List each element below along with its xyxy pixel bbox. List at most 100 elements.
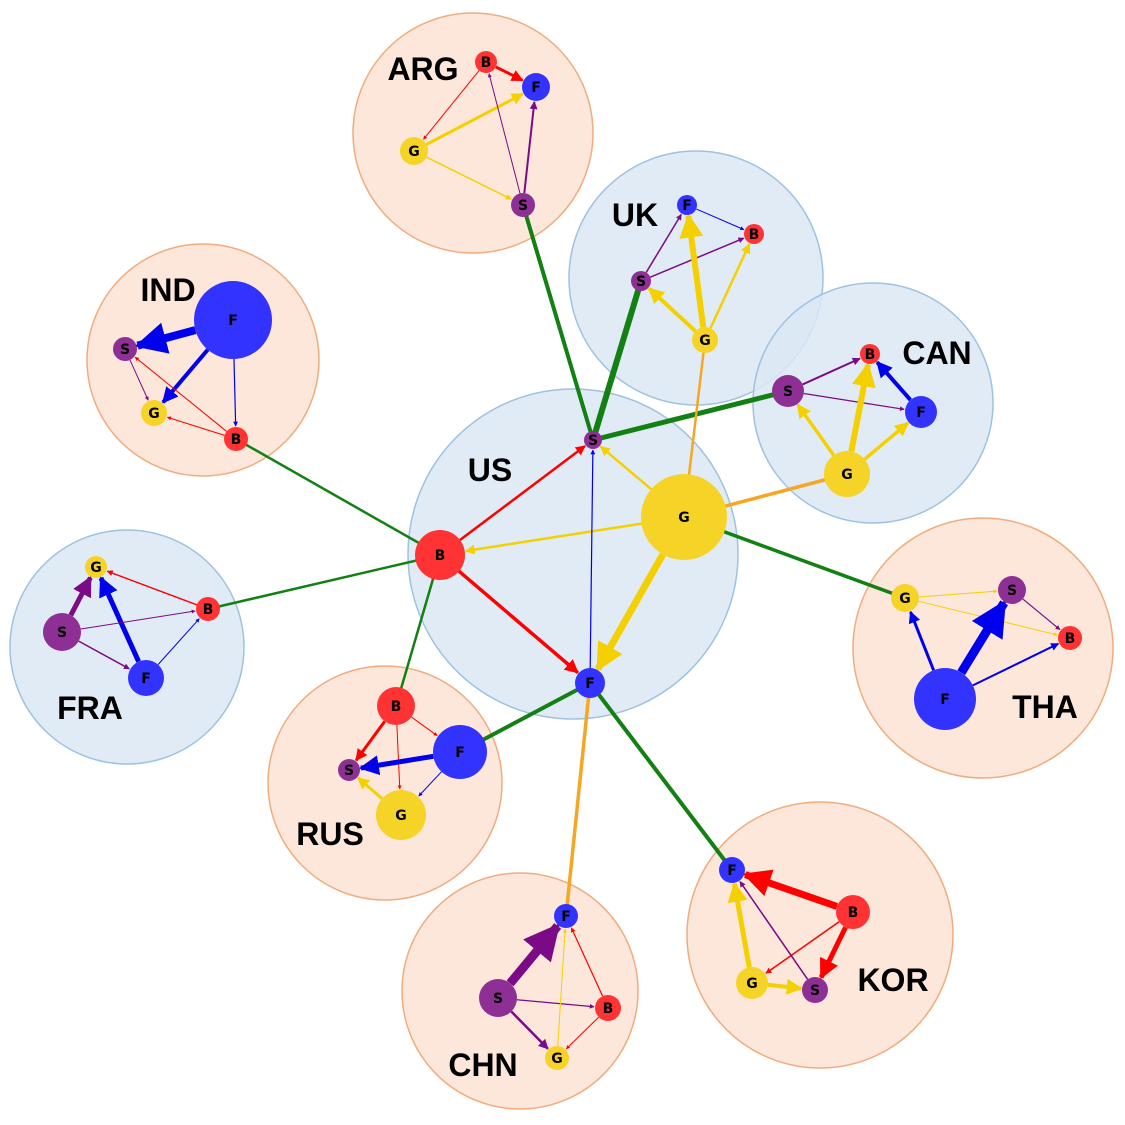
country-label-chn: CHN xyxy=(448,1047,517,1083)
node-letter: S xyxy=(636,274,646,290)
nodes: B S F G B F G S F B S G B S F G F S G B G S B F G S B F B F S G F S B G F B G S xyxy=(43,51,1082,1070)
node-letter: G xyxy=(90,560,102,576)
edge-chn-b-to-f xyxy=(570,927,604,997)
edge-arg-g-to-f xyxy=(425,92,524,146)
country-group-can xyxy=(752,282,994,524)
node-arg-f: F xyxy=(522,73,550,101)
node-circle xyxy=(128,660,164,696)
node-letter: S xyxy=(588,433,598,449)
node-kor-b: B xyxy=(836,895,870,929)
node-ind-s: S xyxy=(113,337,137,361)
edge-us-f-to-s xyxy=(589,449,596,669)
node-letter: G xyxy=(746,976,758,992)
node-circle xyxy=(400,137,428,165)
node-circle xyxy=(575,668,605,698)
edge-arg-s-to-b xyxy=(487,73,521,194)
link-us-f-kor-f xyxy=(588,681,734,872)
link-us-s-arg-s xyxy=(521,204,595,441)
edge-fra-s-to-f xyxy=(78,640,130,670)
node-can-g: G xyxy=(824,451,870,497)
node-letter: S xyxy=(493,991,503,1007)
node-circle xyxy=(736,967,768,999)
node-us-f: F xyxy=(575,668,605,698)
node-circle xyxy=(584,431,602,449)
edge-chn-s-to-g xyxy=(510,1010,549,1050)
edge-can-g-to-s xyxy=(796,403,836,457)
edge-arg-s-to-f xyxy=(523,101,538,194)
node-circle xyxy=(641,474,727,560)
node-circle xyxy=(772,375,804,407)
edge-rus-b-to-f xyxy=(411,716,438,737)
link-us-f-chn-f xyxy=(564,682,592,917)
edge-us-g-to-s xyxy=(599,445,652,491)
country-label-fra: FRA xyxy=(57,690,123,726)
edge-fra-s-to-g xyxy=(68,575,93,617)
node-circle xyxy=(377,687,415,725)
node-circle xyxy=(998,576,1026,604)
node-circle xyxy=(196,597,220,621)
node-circle xyxy=(802,977,828,1003)
edge-tha-f-to-b xyxy=(972,642,1060,687)
node-can-s: S xyxy=(772,375,804,407)
edge-ind-f-to-s xyxy=(134,322,197,354)
edge-fra-f-to-b xyxy=(157,618,200,665)
node-circle xyxy=(433,725,487,779)
node-rus-g: G xyxy=(376,790,426,840)
link-us-s-can-s xyxy=(592,388,789,443)
node-chn-b: B xyxy=(595,995,621,1021)
node-fra-g: G xyxy=(85,556,107,578)
edge-us-g-to-f xyxy=(594,552,666,672)
node-ind-f: F xyxy=(194,281,272,359)
node-can-b: B xyxy=(860,344,880,364)
country-label-kor: KOR xyxy=(857,962,928,998)
edge-uk-g-to-b xyxy=(709,243,751,329)
node-circle xyxy=(475,51,497,73)
node-us-s: S xyxy=(584,431,602,449)
country-group-arg xyxy=(352,12,594,254)
node-fra-s: S xyxy=(43,613,81,651)
edge-uk-g-to-f xyxy=(679,213,707,328)
country-group-fra xyxy=(9,529,245,765)
node-letter: G xyxy=(148,406,160,422)
node-rus-f: F xyxy=(433,725,487,779)
node-letter: F xyxy=(682,198,692,214)
node-chn-f: F xyxy=(554,904,578,928)
country-labels: US ARG UK CAN IND FRA THA RUS CHN KOR xyxy=(57,51,1078,1083)
node-circle xyxy=(692,327,718,353)
edge-can-f-to-b xyxy=(875,360,912,402)
edge-us-g-to-b xyxy=(464,522,642,555)
link-us-b-rus-b xyxy=(394,554,442,707)
node-letter: B xyxy=(203,602,214,618)
node-uk-f: F xyxy=(677,195,697,215)
edge-uk-f-to-b xyxy=(695,208,745,231)
node-circle xyxy=(677,195,697,215)
node-ind-b: B xyxy=(224,427,248,451)
node-us-g: G xyxy=(641,474,727,560)
node-circle xyxy=(1058,626,1082,650)
node-circle xyxy=(836,895,870,929)
edge-rus-g-to-s xyxy=(357,776,384,800)
node-circle xyxy=(545,1046,569,1070)
edge-kor-s-to-f xyxy=(739,881,809,980)
node-tha-b: B xyxy=(1058,626,1082,650)
edge-tha-f-to-g xyxy=(908,610,935,671)
node-circle xyxy=(860,344,880,364)
edge-kor-b-to-g xyxy=(765,921,840,974)
edge-fra-f-to-g xyxy=(98,576,141,663)
edge-rus-f-to-s xyxy=(358,753,434,776)
edge-arg-g-to-s xyxy=(426,156,512,200)
node-arg-g: G xyxy=(400,137,428,165)
edge-arg-b-to-f xyxy=(495,65,524,82)
node-circle xyxy=(113,337,137,361)
node-kor-f: F xyxy=(719,857,745,883)
edge-us-b-to-s xyxy=(459,445,586,541)
node-fra-b: B xyxy=(196,597,220,621)
edge-can-s-to-f xyxy=(803,392,905,412)
edge-kor-b-to-s xyxy=(818,926,848,980)
node-tha-s: S xyxy=(998,576,1026,604)
node-circle xyxy=(511,193,535,217)
node-us-b: B xyxy=(415,530,465,580)
edge-us-b-to-f xyxy=(457,569,579,674)
